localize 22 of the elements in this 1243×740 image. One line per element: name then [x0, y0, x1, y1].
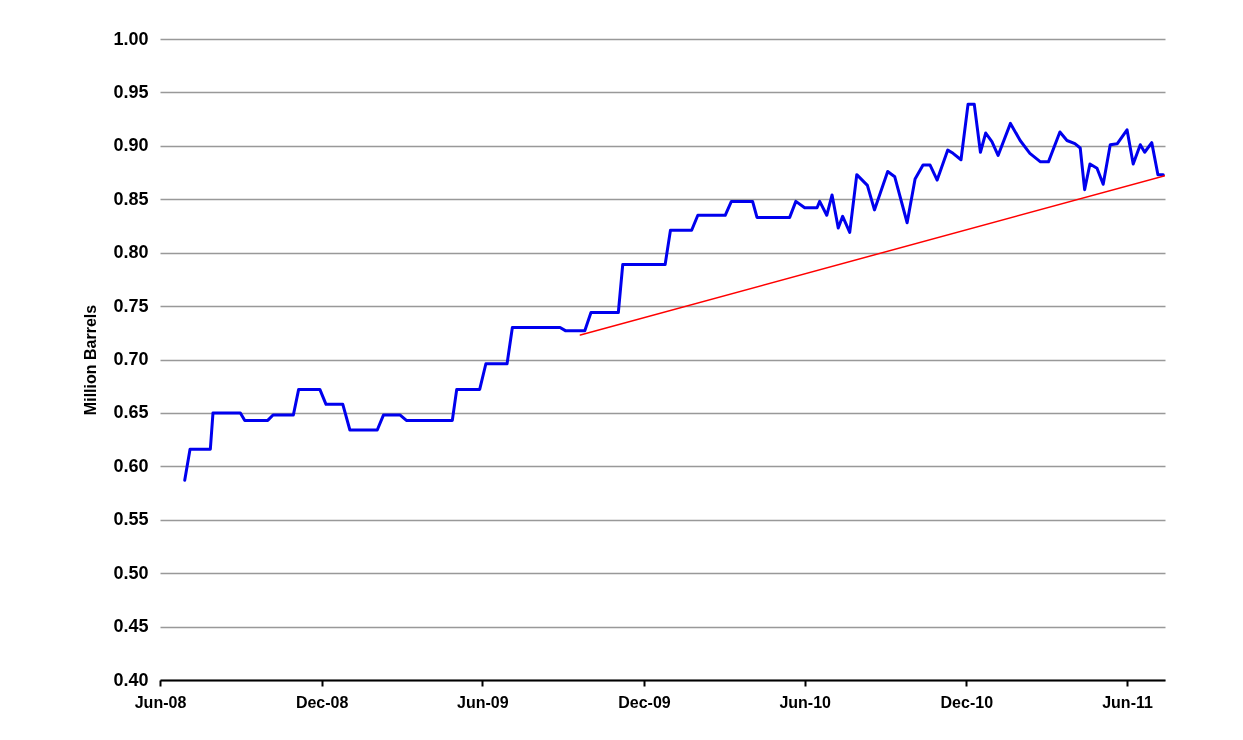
x-tick-label: Jun-09 — [457, 693, 509, 711]
x-tick-label: Dec-08 — [295, 693, 349, 711]
y-tick-label: 0.75 — [113, 295, 149, 316]
y-tick-label: 1.00 — [113, 28, 149, 49]
x-tick-label: Dec-09 — [618, 693, 671, 711]
y-tick-label: 0.40 — [113, 669, 149, 690]
x-tick-label: Dec-10 — [940, 693, 994, 711]
x-tick-label: Jun-10 — [779, 693, 832, 711]
x-tick-label: Jun-08 — [134, 693, 187, 711]
y-tick-label: 0.80 — [113, 242, 149, 263]
y-tick-label: 0.70 — [113, 349, 149, 369]
y-axis-title: Million Barrels — [82, 304, 100, 416]
y-tick-label: 0.45 — [113, 616, 149, 637]
y-tick-label: 0.55 — [113, 509, 149, 530]
y-tick-label: 0.90 — [113, 135, 149, 156]
y-tick-label: 0.85 — [113, 188, 149, 209]
y-tick-label: 0.60 — [113, 455, 149, 476]
y-tick-label: 0.50 — [113, 562, 149, 583]
y-tick-label: 0.65 — [113, 402, 149, 423]
y-tick-label: 0.95 — [113, 81, 149, 102]
x-tick-label: Jun-11 — [1102, 693, 1153, 711]
line-series — [183, 102, 1165, 482]
